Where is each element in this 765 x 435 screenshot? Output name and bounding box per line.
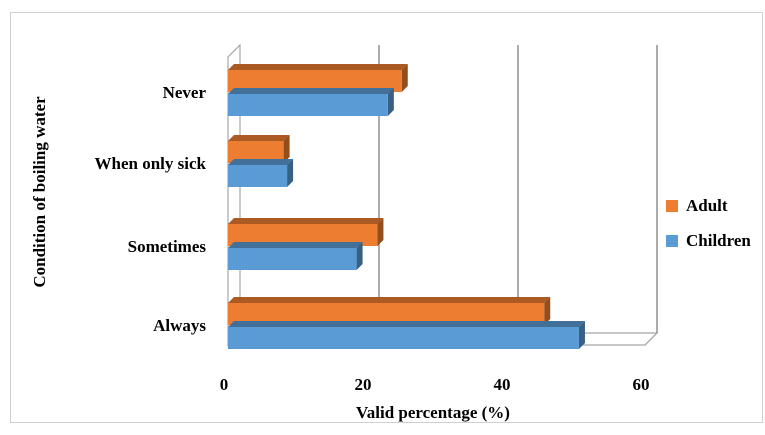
legend-swatch (666, 235, 678, 247)
legend-label: Adult (686, 196, 728, 215)
floor-gridline-60 (644, 332, 658, 346)
bar-children-1 (228, 242, 363, 270)
bar-adult-1 (228, 218, 384, 246)
legend: Adult Children (666, 196, 751, 250)
y-axis-title: Condition of boiling water (30, 96, 49, 288)
bar-children-2 (228, 159, 294, 187)
legend-label: Children (686, 231, 751, 250)
bar-children-0 (228, 321, 585, 349)
bar-adult-2 (228, 135, 290, 163)
x-axis-title: Valid percentage (%) (356, 403, 510, 422)
x-tick-labels: 0 20 40 60 (220, 375, 650, 394)
x-tick-label: 40 (494, 375, 511, 394)
category-labels: Never When only sick Sometimes Always (95, 83, 207, 335)
category-label: When only sick (95, 154, 207, 173)
category-label: Never (163, 83, 207, 102)
x-tick-label: 20 (355, 375, 372, 394)
legend-swatch (666, 200, 678, 212)
bars (228, 64, 585, 349)
x-tick-label: 60 (633, 375, 650, 394)
category-label: Always (153, 316, 206, 335)
bar-adult-3 (228, 64, 408, 92)
x-tick-label: 0 (220, 375, 229, 394)
bar-adult-0 (228, 297, 551, 325)
category-label: Sometimes (128, 237, 207, 256)
bar-children-3 (228, 88, 394, 116)
